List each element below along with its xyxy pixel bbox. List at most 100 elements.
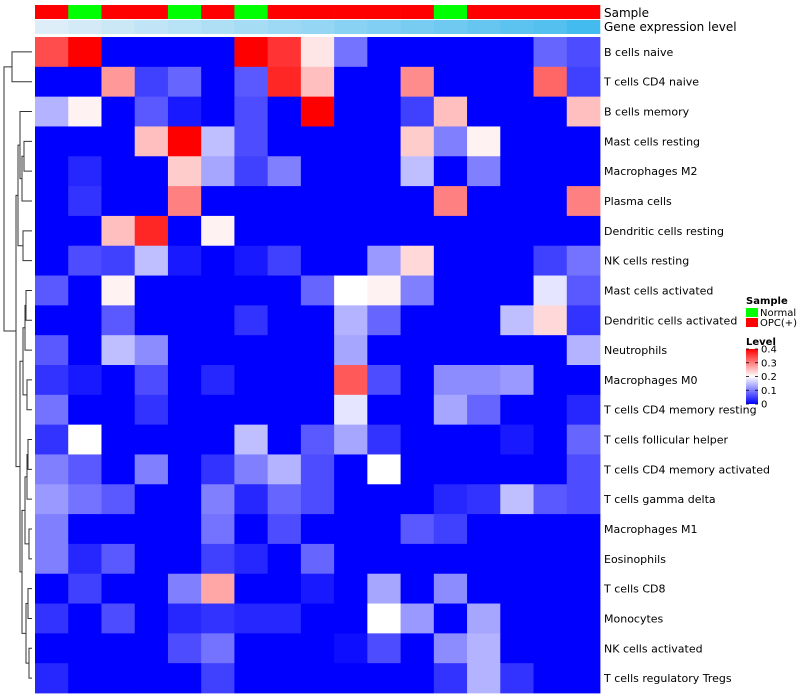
heatmap-cell [201, 394, 235, 426]
heatmap-cell [500, 424, 534, 455]
dendrogram-branch [28, 647, 32, 679]
heatmap-cell [367, 96, 401, 127]
sample-annotation-cell [134, 5, 169, 19]
sample-annotation-cell [267, 5, 302, 19]
sample-annotation-cell [367, 5, 401, 19]
heatmap-cell [68, 305, 102, 336]
heatmap-cell [234, 275, 269, 306]
heatmap-cell [334, 305, 368, 336]
heatmap-cell [367, 394, 401, 426]
heatmap-cell [134, 633, 169, 664]
heatmap-cell [500, 663, 534, 694]
heatmap-cell [101, 484, 136, 515]
level-ticks: 0.4 0.3 0.2 0.1 0 [746, 345, 777, 411]
heatmap-cell [267, 573, 302, 604]
heatmap-cell [433, 543, 468, 575]
heatmap-cell [300, 245, 335, 276]
heatmap-cell [367, 126, 401, 157]
expression-annotation-cell [300, 20, 335, 34]
heatmap-cell [566, 66, 601, 98]
heatmap-cell [167, 66, 202, 98]
heatmap-cell [267, 454, 302, 485]
heatmap-cell [134, 484, 169, 515]
heatmap-cell [467, 573, 501, 604]
heatmap-cell [68, 365, 102, 396]
heatmap-cell [134, 96, 169, 127]
heatmap-cell [35, 394, 69, 426]
heatmap-cell [400, 305, 435, 336]
heatmap-cell [35, 543, 69, 575]
heatmap-cell [167, 275, 202, 306]
heatmap-cell [400, 66, 435, 98]
heatmap-cell [533, 335, 568, 366]
heatmap-cell [400, 365, 435, 396]
heatmap-cell [234, 454, 269, 485]
dendrogram-branch [26, 379, 32, 411]
heatmap-cell [300, 365, 335, 396]
heatmap-cell [134, 215, 169, 247]
heatmap-cell [533, 603, 568, 634]
heatmap-cell [101, 96, 136, 127]
heatmap-cell [35, 275, 69, 306]
expression-annotation-cell [167, 20, 202, 34]
heatmap-cell [367, 365, 401, 396]
row-label: Macrophages M1 [604, 523, 697, 536]
heatmap-cell [267, 633, 302, 664]
expression-annotation-cell [134, 20, 169, 34]
heatmap-cell [101, 633, 136, 664]
heatmap-cell [101, 186, 136, 217]
heatmap-cell [234, 215, 269, 247]
heatmap-cell [234, 543, 269, 575]
heatmap-cell [500, 365, 534, 396]
heatmap-cell [267, 365, 302, 396]
heatmap-cell [101, 156, 136, 187]
heatmap-cell [300, 96, 335, 127]
heatmap-cell [134, 126, 169, 157]
row-label: T cells follicular helper [603, 434, 729, 447]
heatmap-cell [167, 245, 202, 276]
heatmap-cell [500, 126, 534, 157]
sample-annotation-label: Sample [604, 6, 649, 20]
heatmap-cell [400, 245, 435, 276]
heatmap-cell [134, 335, 169, 366]
heatmap-cell [68, 275, 102, 306]
heatmap-cell [167, 215, 202, 247]
level-tick-label: 0.2 [761, 372, 777, 383]
heatmap-cell [566, 633, 601, 664]
dendrogram-branch [22, 230, 32, 262]
sample-annotation-cell [234, 5, 268, 19]
heatmap-cell [68, 484, 102, 515]
heatmap-cell [500, 275, 534, 306]
heatmap-cell [68, 543, 102, 575]
heatmap-cell [234, 66, 269, 98]
heatmap-cell [234, 156, 269, 187]
heatmap-cell [201, 215, 235, 247]
heatmap-cell [533, 424, 568, 455]
heatmap-cell [433, 514, 468, 545]
level-tick-label: 0.1 [761, 386, 777, 397]
heatmap-cell [167, 454, 202, 485]
heatmap-cell [267, 275, 302, 306]
heatmap-cell [201, 37, 235, 68]
heatmap-cell [134, 394, 169, 426]
heatmap-cell [167, 37, 202, 68]
sample-annotation-cell [566, 5, 601, 19]
heatmap-cell [400, 37, 435, 68]
row-label: Mast cells resting [604, 135, 700, 148]
heatmap-cell [533, 394, 568, 426]
heatmap-cell [35, 514, 69, 545]
dendrogram-branch [27, 588, 32, 619]
heatmap-cell [433, 37, 468, 68]
expression-annotation-cell [400, 20, 435, 34]
heatmap-cell [533, 484, 568, 515]
column-annotations [35, 5, 601, 34]
heatmap-cell [68, 335, 102, 366]
sample-legend-swatch [746, 318, 758, 327]
heatmap-cell [400, 633, 435, 664]
heatmap-cell [35, 663, 69, 694]
heatmap-cell [167, 394, 202, 426]
expression-annotation-cell [566, 20, 601, 34]
heatmap-cell [234, 186, 269, 217]
heatmap-cell [433, 215, 468, 247]
heatmap-cell [433, 365, 468, 396]
